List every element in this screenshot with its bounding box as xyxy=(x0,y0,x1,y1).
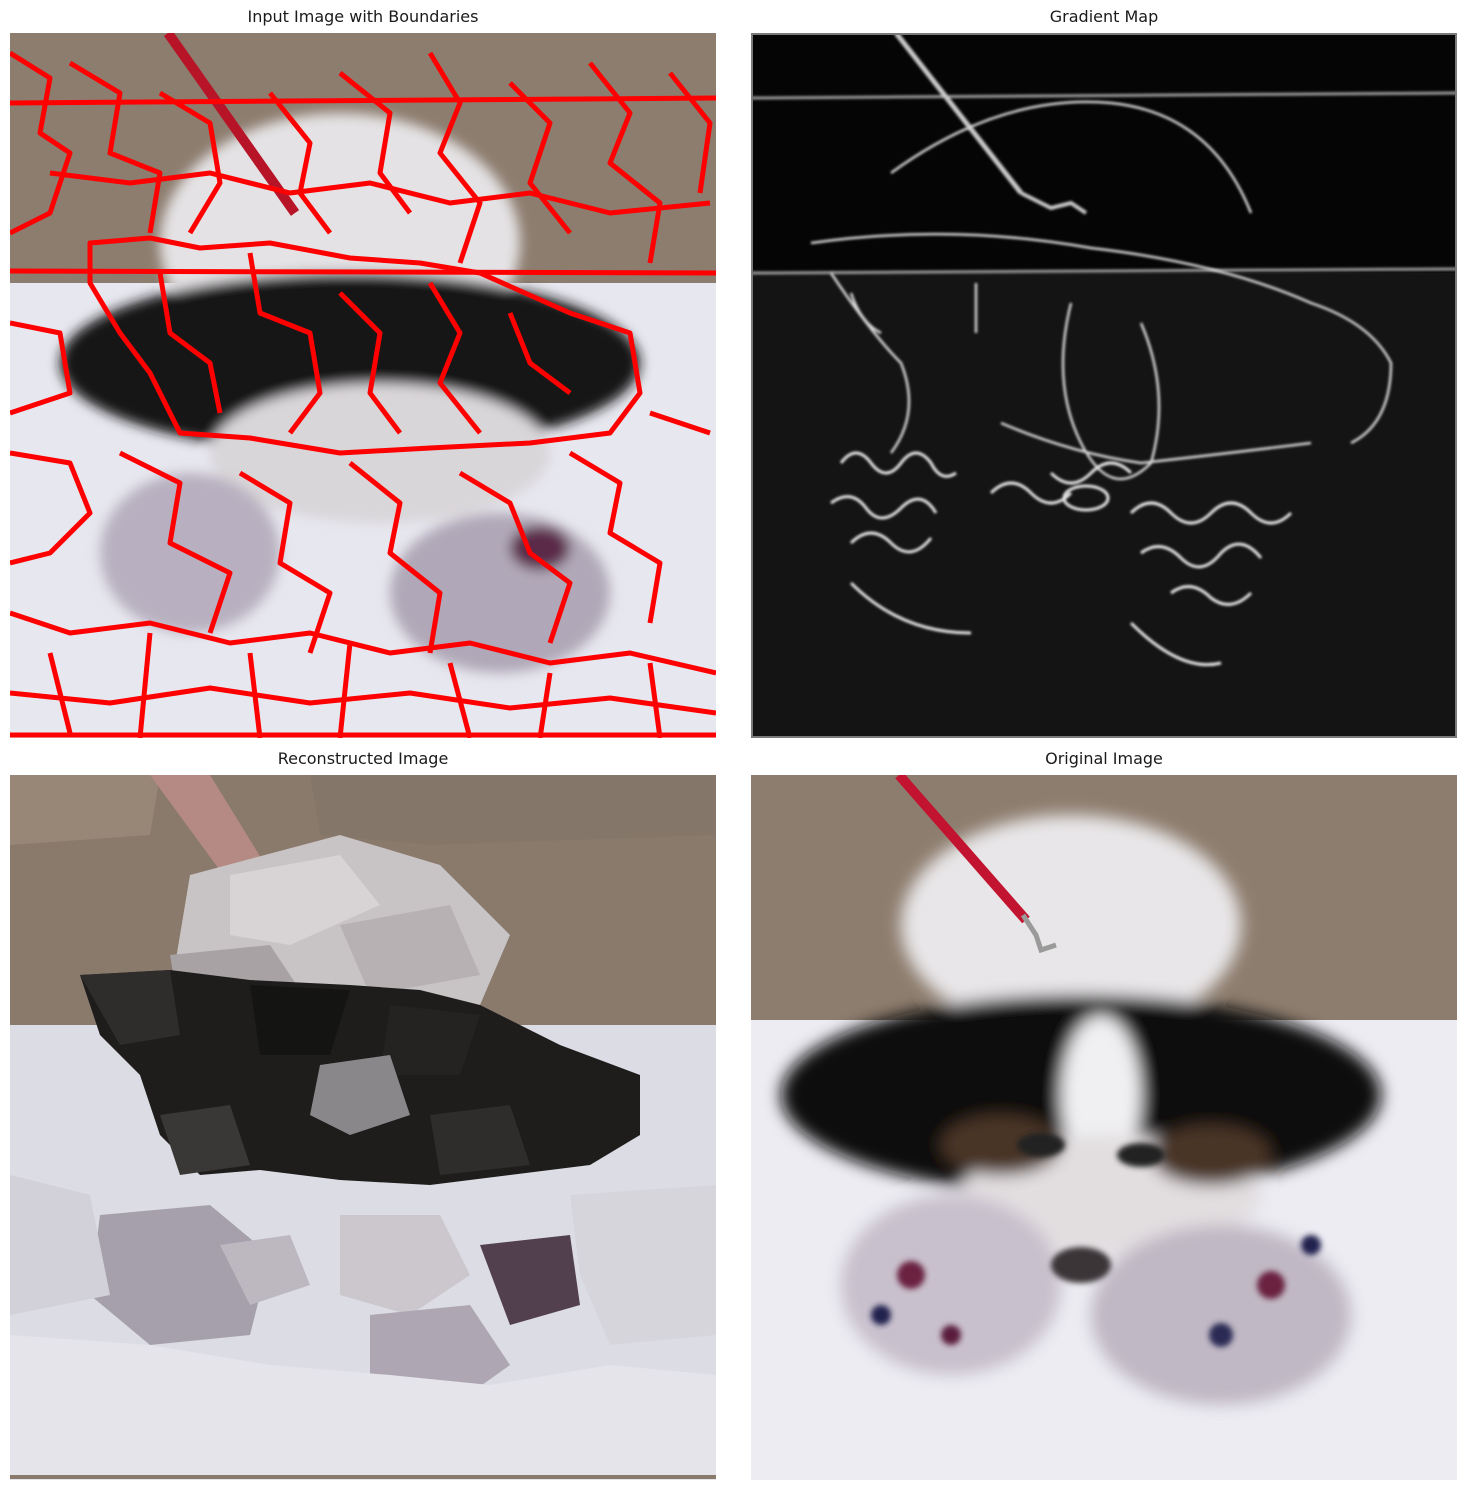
panel-gradient-map: Gradient Map xyxy=(751,3,1457,738)
panel-reconstructed-image: Reconstructed Image xyxy=(10,745,716,1480)
panel-title-gradient: Gradient Map xyxy=(1049,7,1159,26)
panel-title-boundaries: Input Image with Boundaries xyxy=(247,7,479,26)
panel-title-original: Original Image xyxy=(1045,749,1163,768)
panel-original-image: Original Image xyxy=(751,745,1457,1480)
panel-input-with-boundaries: Input Image with Boundaries xyxy=(10,3,716,738)
reconstructed-image-svg xyxy=(10,775,716,1480)
gradient-image-svg xyxy=(751,33,1457,738)
boundaries-image-svg xyxy=(10,33,716,738)
reconstructed-image xyxy=(10,775,716,1480)
original-image xyxy=(751,775,1457,1480)
panel-title-reconstructed: Reconstructed Image xyxy=(277,749,449,768)
boundaries-image xyxy=(10,33,716,738)
original-image-svg xyxy=(751,775,1457,1480)
gradient-image xyxy=(751,33,1457,738)
